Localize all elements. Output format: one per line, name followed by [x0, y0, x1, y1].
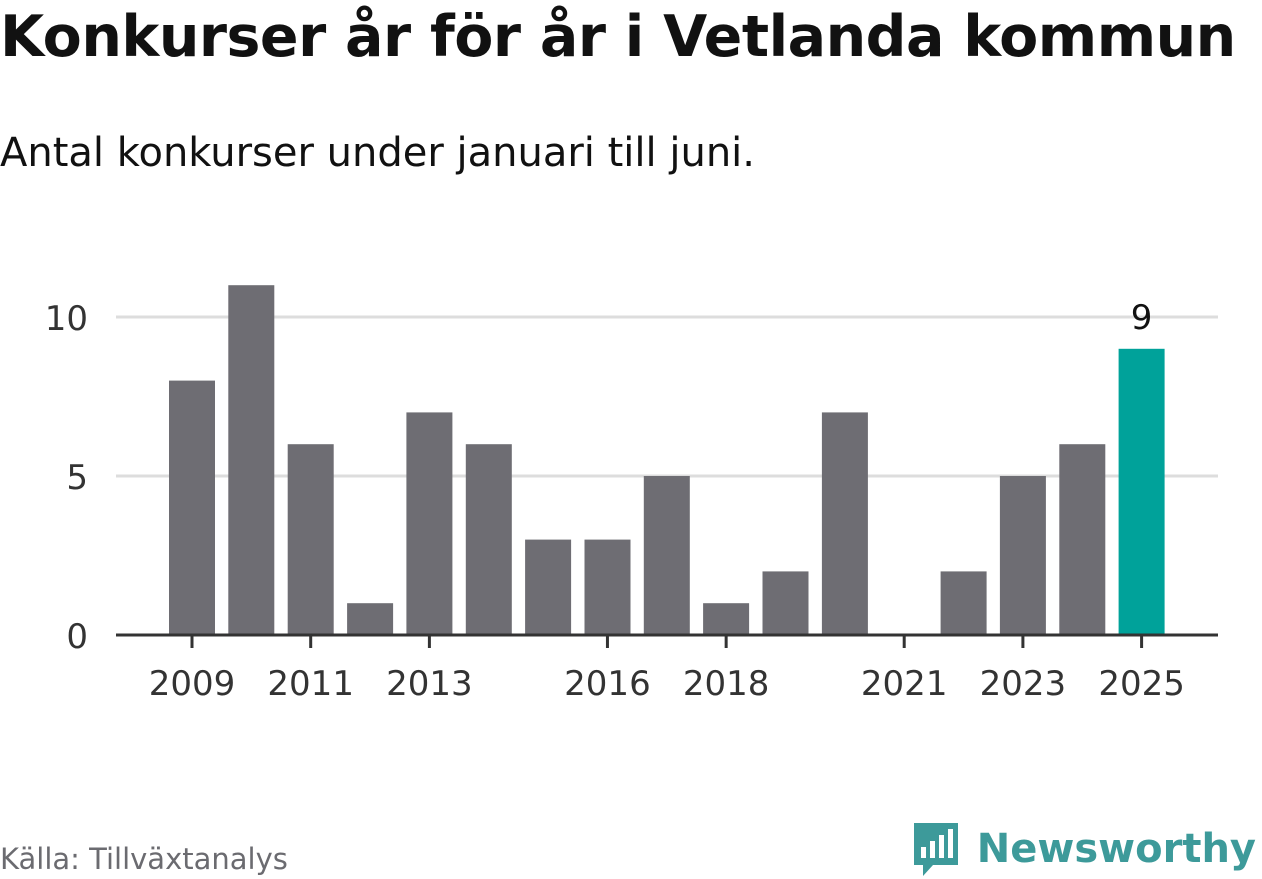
bars — [169, 285, 1165, 635]
bar-2013 — [406, 412, 453, 635]
bar-2019 — [762, 571, 809, 635]
source-note: Källa: Tillväxtanalys — [0, 842, 288, 876]
bar-2016 — [584, 539, 631, 635]
brand-logo: Newsworthy — [911, 820, 1256, 878]
chart-title: Konkurser år för år i Vetlanda kommun — [0, 4, 1236, 70]
y-tick-label: 0 — [66, 617, 88, 657]
x-tick-label: 2016 — [564, 664, 651, 704]
data-label-2025: 9 — [1131, 298, 1153, 338]
brand-name: Newsworthy — [976, 826, 1256, 872]
bar-2017 — [643, 476, 690, 635]
bar-2025 — [1118, 348, 1165, 635]
y-tick-label: 10 — [45, 299, 88, 339]
bar-2012 — [347, 603, 394, 635]
bar-2011 — [287, 444, 334, 635]
bar-2022 — [940, 571, 987, 635]
x-axis-ticks — [190, 635, 1144, 648]
bar-2010 — [228, 285, 275, 635]
bar-2015 — [525, 539, 572, 635]
x-tick-label: 2013 — [386, 664, 473, 704]
x-tick-label: 2021 — [861, 664, 948, 704]
bar-2024 — [1059, 444, 1106, 635]
x-tick-label: 2009 — [149, 664, 236, 704]
bar-2020 — [821, 412, 868, 635]
bar-2023 — [999, 476, 1046, 635]
bar-2018 — [703, 603, 750, 635]
x-tick-label: 2018 — [683, 664, 770, 704]
x-tick-label: 2025 — [1098, 664, 1185, 704]
x-axis-labels: 2009 2011 2013 2016 2018 2021 2023 2025 — [149, 664, 1185, 704]
newsworthy-logo-icon — [913, 823, 958, 876]
grid-lines — [116, 315, 1218, 478]
y-axis-labels: 0 5 10 — [45, 299, 88, 657]
x-tick-label: 2023 — [980, 664, 1067, 704]
bar-2014 — [465, 444, 512, 635]
y-tick-label: 5 — [66, 458, 88, 498]
bar-2009 — [169, 380, 215, 635]
annotations: 9 — [1131, 298, 1153, 338]
x-tick-label: 2011 — [267, 664, 354, 704]
chart-subtitle: Antal konkurser under januari till juni. — [0, 130, 755, 176]
